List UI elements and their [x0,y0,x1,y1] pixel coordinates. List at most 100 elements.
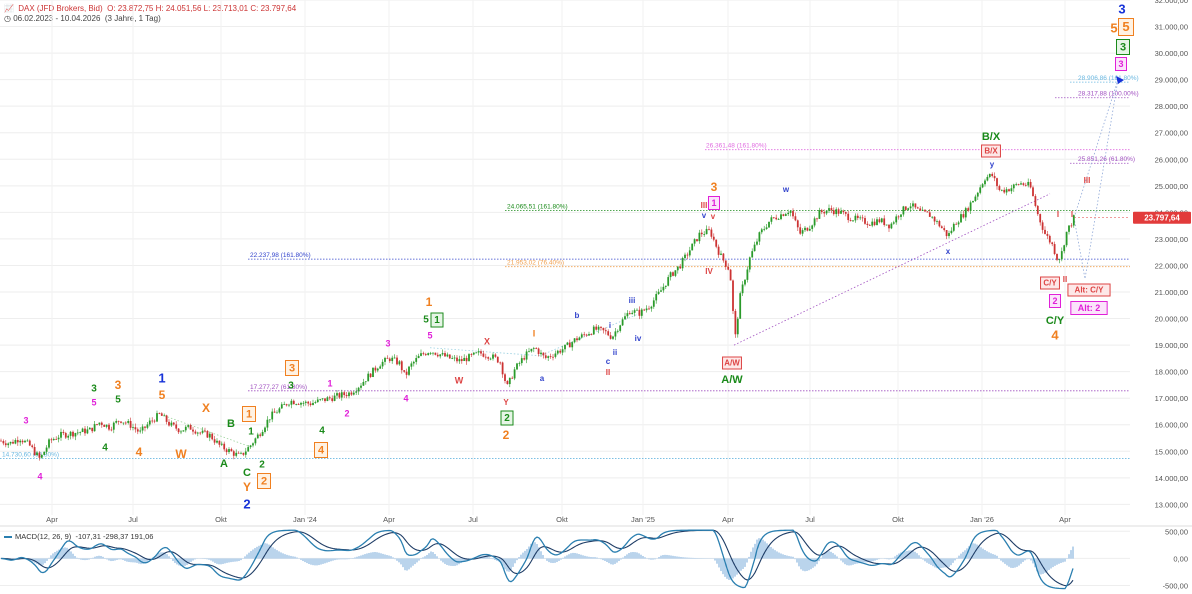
candle-body [72,431,74,437]
macd-histogram-bar [232,558,234,562]
candle-body [799,227,802,234]
candle-body [1046,233,1049,236]
candle-body [129,420,132,428]
macd-histogram-bar [330,558,332,562]
macd-histogram-bar [542,554,544,559]
boxed-wave-label: Alt: C/Y [1075,286,1105,295]
macd-histogram-bar [102,556,104,559]
macd-histogram-bar [734,558,736,577]
macd-histogram-bar [1028,558,1030,560]
macd-histogram-bar [236,558,238,562]
macd-histogram-bar [778,552,780,559]
x-tick-label: Jan '24 [293,515,317,524]
macd-histogram-bar [1048,558,1050,570]
macd-histogram-bar [932,558,934,567]
clock-icon: ◷ [4,14,11,23]
macd-histogram-bar [774,550,776,559]
candle-body [458,359,461,362]
candle-body [717,246,720,255]
macd-histogram-bar [244,556,246,559]
macd-histogram-bar [260,544,262,559]
macd-histogram-bar [748,556,750,559]
candle-body [532,348,535,349]
macd-histogram-bar [848,558,850,566]
macd-histogram-bar [1038,558,1040,574]
price-axis[interactable]: 13.000,00 14.000,00 15.000,00 16.000,00 17.0… [1133,0,1191,509]
candle-body [331,398,334,401]
wave-label: W [175,447,187,461]
candle-body [688,250,691,256]
candle-body [825,210,828,214]
candle-body [278,408,281,413]
macd-histogram-bar [1032,558,1034,564]
macd-panel[interactable]: 500,00 0,00 -500,00 [0,525,1192,590]
macd-histogram-bar [736,558,738,575]
candle-body [626,313,629,317]
candle-body [153,420,156,422]
macd-histogram-bar [248,552,250,559]
time-axis[interactable]: Apr Jul Okt Jan '24 Apr Jul Okt Jan '25 Apr Jul Ok… [46,515,1071,524]
candle-body [175,424,178,429]
candle-body [160,413,163,416]
candle-body [283,404,286,406]
candle-body [4,443,7,446]
macd-histogram-bar [1018,558,1020,566]
macd-histogram-bar [592,557,594,559]
candle-body [67,435,70,438]
macd-histogram-bar [750,551,752,559]
candle-body [758,232,761,242]
macd-histogram-bar [218,558,220,565]
candle-body [297,404,300,405]
macd-histogram-bar [604,558,606,561]
boxed-wave-label: 5 [1122,19,1129,34]
macd-histogram-bar [850,558,852,566]
macd-histogram-bar [350,558,352,559]
macd-histogram-bar [776,551,778,559]
candle-body [806,227,809,231]
macd-histogram-bar [888,558,890,560]
candle-body [79,431,82,433]
candle-body [254,438,257,444]
macd-histogram-bar [742,558,744,569]
macd-histogram-bar [844,558,846,565]
macd-histogram-bar [534,542,536,559]
macd-histogram-bar [784,554,786,559]
macd-histogram-bar [130,558,132,563]
macd-histogram-bar [146,558,148,563]
macd-histogram-bar [752,547,754,559]
macd-histogram-bar [318,558,320,566]
y-tick-label: 31.000,00 [1155,23,1188,32]
wave-label: 3 [288,381,294,392]
macd-histogram-bar [176,558,178,565]
macd-histogram-bar [94,556,96,559]
candle-body [900,214,902,217]
candle-body [386,357,389,359]
candle-body [228,449,230,453]
macd-histogram-bar [240,558,242,561]
macd-histogram-bar [174,558,176,563]
candle-body [441,353,444,355]
macd-histogram-bar [444,558,446,564]
macd-histogram-bar [990,553,992,559]
candle-body [259,434,262,436]
candle-body [957,222,960,225]
candle-body [352,392,355,395]
macd-histogram-bar [450,558,452,566]
macd-histogram-bar [370,552,372,559]
x-tick-label: Jan '25 [631,515,655,524]
macd-histogram-bar [640,554,642,559]
macd-histogram-bar [382,553,384,559]
macd-histogram-bar [334,558,336,561]
candle-body [26,440,29,442]
macd-legend: MACD(12, 26, 9) -107,31 -298,37 191,06 [4,532,153,541]
macd-histogram-bar [116,558,118,560]
macd-histogram-bar [962,551,964,559]
macd-histogram-bar [40,558,42,566]
candle-body [439,354,442,357]
macd-histogram-bar [884,558,886,559]
candle-body [64,433,67,438]
wave-label: 3 [23,415,28,425]
candle-body [1063,245,1066,252]
macd-histogram-bar [874,558,876,561]
